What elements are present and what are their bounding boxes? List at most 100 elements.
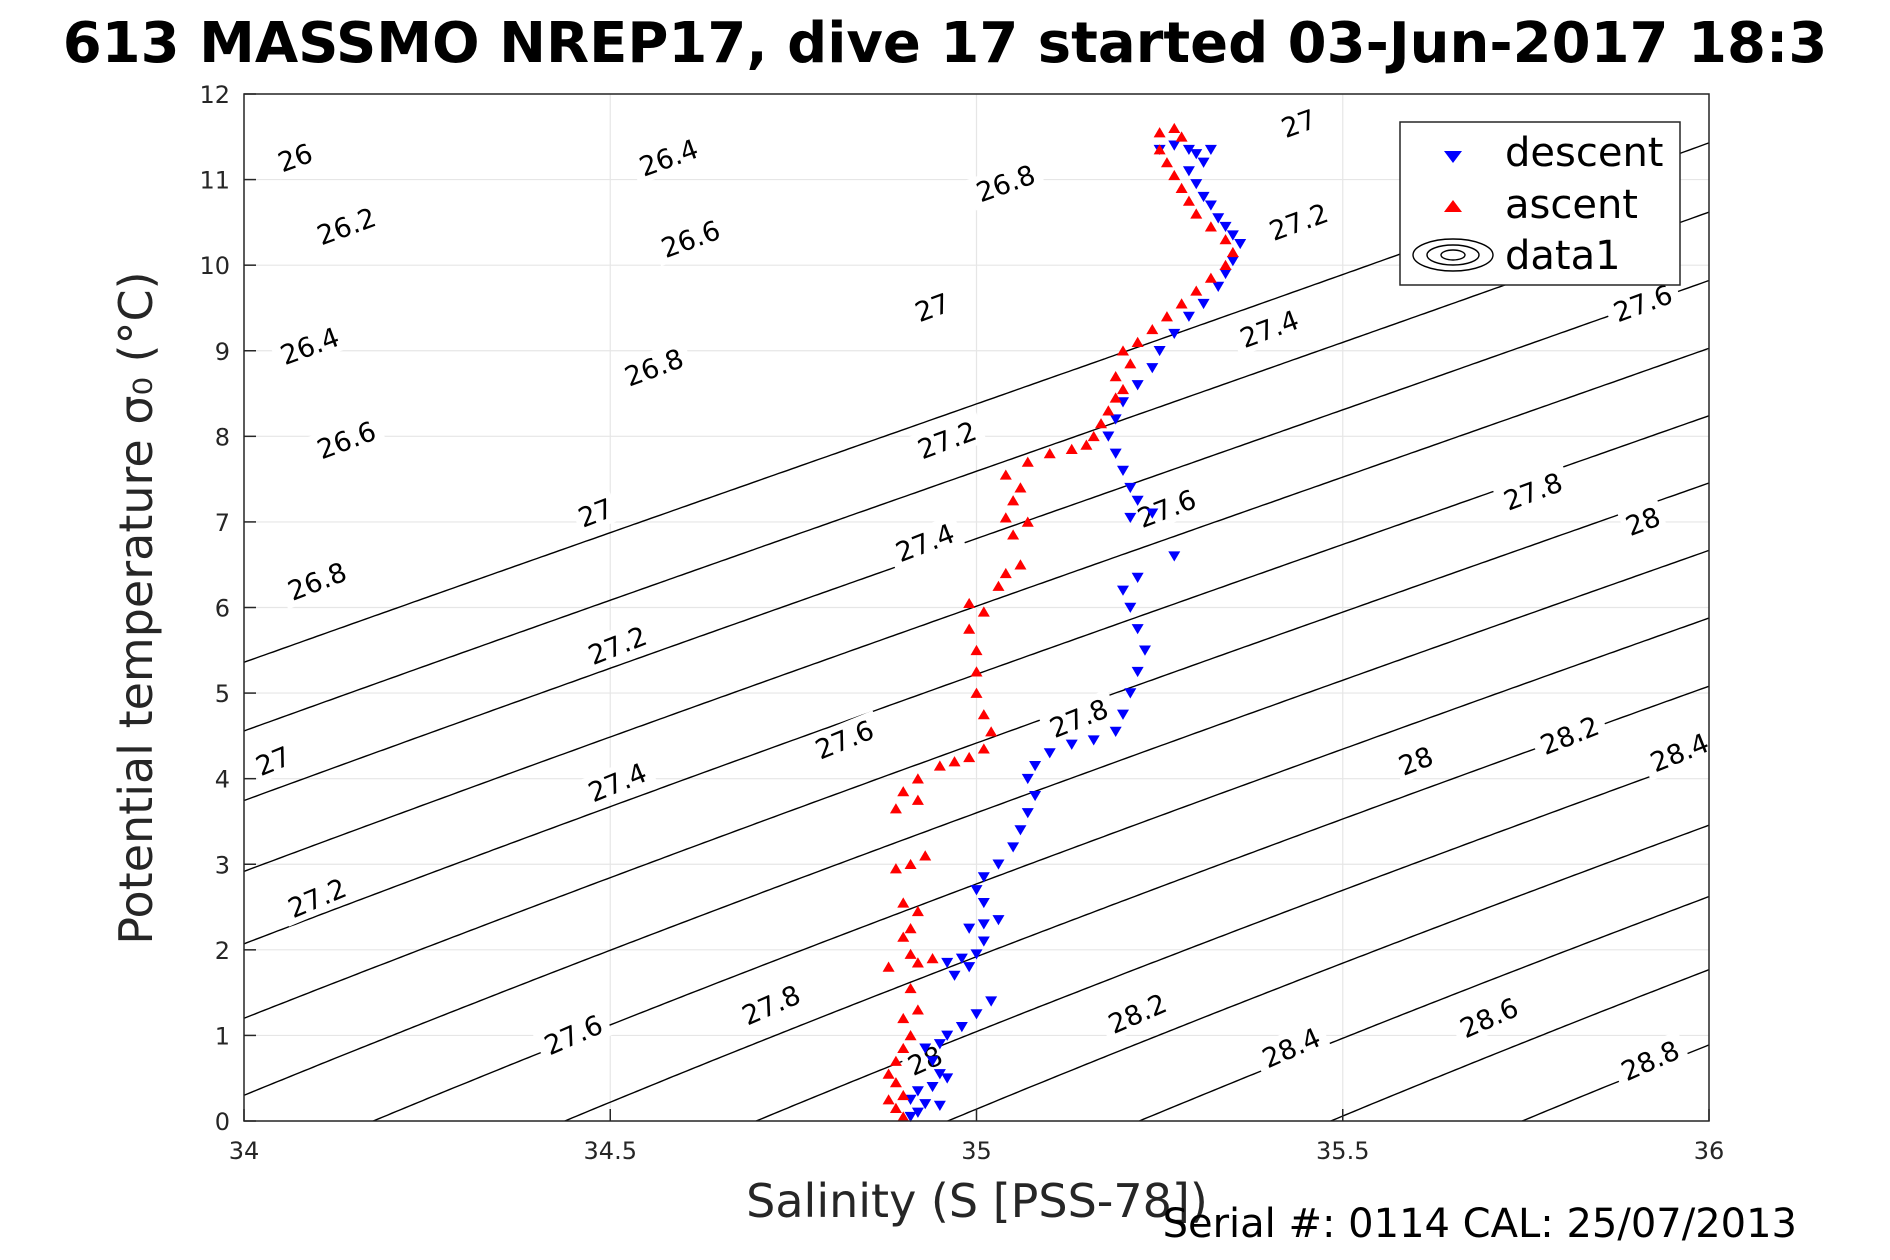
- contour-label-background: [730, 975, 812, 1035]
- ascent-point: [963, 597, 976, 609]
- x-tick-label: 34: [229, 1137, 260, 1165]
- ascent-point: [1109, 371, 1122, 382]
- contour-label-background: [1609, 1030, 1691, 1090]
- ascent-point: [977, 606, 990, 617]
- ascent-point: [889, 803, 902, 814]
- y-tick-label: 12: [199, 81, 230, 109]
- contour-label-background: [1448, 987, 1530, 1047]
- legend-ascent-label: ascent: [1505, 182, 1638, 228]
- descent-point: [977, 872, 990, 883]
- ascent-point: [882, 961, 895, 972]
- density-contour-line: [244, 347, 1709, 873]
- descent-point: [1204, 200, 1217, 211]
- ascent-point: [970, 687, 983, 698]
- ascent-point: [897, 1012, 910, 1024]
- descent-point: [1087, 735, 1100, 746]
- contour-label-background: [804, 710, 885, 769]
- descent-point: [1021, 808, 1034, 819]
- density-contour-line: [371, 617, 1709, 1121]
- descent-point: [955, 953, 968, 964]
- ascent-point: [977, 743, 990, 754]
- contour-label-background: [306, 198, 387, 254]
- y-tick-label: 7: [215, 509, 230, 537]
- ascent-point: [999, 469, 1012, 480]
- ascent-point: [1021, 516, 1034, 527]
- ascent-point: [1204, 221, 1217, 232]
- legend-ascent-marker: [1444, 200, 1462, 212]
- ascent-point: [1160, 157, 1173, 168]
- ascent-point: [897, 1042, 910, 1054]
- ascent-point: [948, 756, 961, 767]
- contour-label-background: [906, 284, 958, 330]
- contour-label-background: [613, 339, 695, 395]
- x-tick-label: 35.5: [1316, 1137, 1369, 1165]
- x-tick-label: 35: [961, 1137, 992, 1165]
- descent-point: [977, 919, 990, 930]
- contour-label-background: [276, 552, 358, 610]
- descent-point: [977, 936, 990, 947]
- descent-point: [1014, 825, 1027, 836]
- descent-point: [992, 915, 1005, 926]
- descent-point: [1124, 602, 1137, 613]
- contour-label-background: [1250, 1017, 1332, 1077]
- contour-label-background: [532, 1005, 614, 1064]
- descent-point: [992, 859, 1005, 870]
- descent-point: [933, 1039, 946, 1050]
- ascent-point: [970, 644, 983, 656]
- descent-point: [1182, 311, 1195, 322]
- descent-point: [933, 1100, 946, 1111]
- ascent-point: [1117, 345, 1129, 356]
- ascent-point: [904, 923, 917, 934]
- descent-point: [1197, 157, 1210, 168]
- ascent-point: [897, 897, 910, 908]
- descent-point: [1124, 512, 1137, 524]
- density-contour-line: [1520, 1044, 1709, 1121]
- contour-label-background: [247, 737, 299, 784]
- ascent-point: [1190, 285, 1203, 296]
- descent-point: [1007, 842, 1020, 853]
- y-tick-label: 0: [215, 1108, 230, 1136]
- y-axis-label: Potential temperature σ₀ (°C): [109, 271, 163, 944]
- legend-contour-icon: [1412, 238, 1494, 272]
- ascent-point: [911, 957, 924, 968]
- ascent-point: [1175, 182, 1188, 193]
- descent-point: [963, 923, 976, 934]
- ascent-point: [1168, 169, 1181, 181]
- ascent-series: [882, 122, 1239, 1122]
- x-tick-label: 36: [1694, 1137, 1725, 1165]
- ascent-point: [1175, 131, 1188, 142]
- ascent-point: [1080, 439, 1093, 450]
- ascent-point: [904, 948, 917, 959]
- ascent-point: [904, 858, 917, 870]
- descent-point: [948, 970, 961, 981]
- ascent-point: [1160, 311, 1173, 322]
- ascent-point: [1014, 482, 1027, 493]
- contour-label-background: [650, 210, 731, 267]
- x-axis-ticks: 34 34.5 35 35.5 36: [229, 1109, 1725, 1165]
- ascent-point: [919, 850, 932, 861]
- descent-point: [941, 1030, 954, 1041]
- y-tick-label: 8: [215, 423, 230, 451]
- descent-point: [1153, 345, 1166, 357]
- ascent-point: [963, 623, 976, 634]
- descent-point: [1043, 748, 1056, 759]
- descent-series: [904, 140, 1247, 1123]
- x-tick-label: 34.5: [584, 1137, 637, 1165]
- descent-point: [1190, 179, 1203, 190]
- ascent-point: [1065, 443, 1078, 454]
- ascent-point: [911, 794, 924, 805]
- descent-point: [1131, 495, 1144, 506]
- descent-point: [955, 1022, 968, 1033]
- descent-point: [1117, 465, 1129, 476]
- descent-point: [1029, 790, 1042, 802]
- contour-label-background: [1617, 498, 1669, 544]
- ascent-point: [911, 1004, 924, 1015]
- descent-point: [1168, 328, 1181, 340]
- contour-label-background: [1639, 723, 1720, 781]
- descent-point: [1212, 213, 1225, 224]
- ascent-point: [882, 1094, 895, 1105]
- contour-label-background: [276, 868, 358, 927]
- ascent-point: [1043, 448, 1056, 459]
- descent-point: [1021, 773, 1034, 785]
